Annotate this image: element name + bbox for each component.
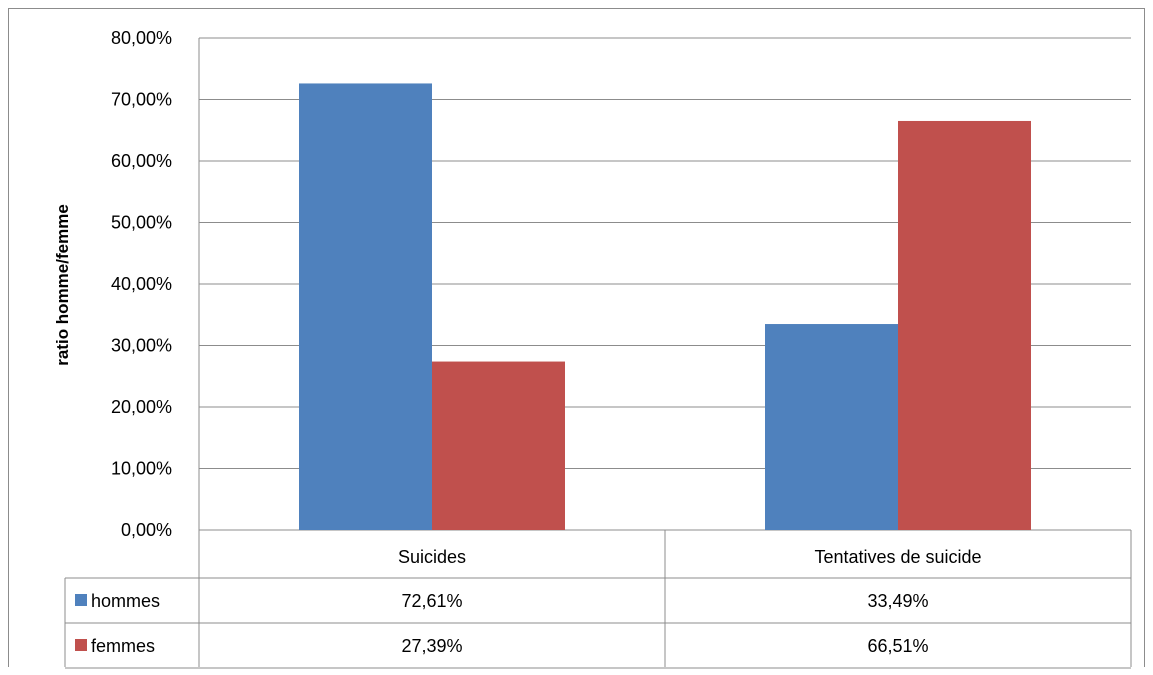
bar-hommes xyxy=(299,83,432,531)
legend-swatch-hommes xyxy=(75,594,87,606)
y-axis-tick-labels: 0,00% 10,00% 20,00% 30,00% 40,00% 50,00% 60,00… xyxy=(111,28,172,540)
y-tick-label: 50,00% xyxy=(111,213,172,233)
y-axis-label: ratio homme/femme xyxy=(53,204,72,366)
table-value: 72,61% xyxy=(401,591,462,611)
table-value: 33,49% xyxy=(867,591,928,611)
y-tick-label: 10,00% xyxy=(111,459,172,479)
y-tick-label: 40,00% xyxy=(111,274,172,294)
bars xyxy=(299,83,1031,531)
table-value: 66,51% xyxy=(867,636,928,656)
y-tick-label: 20,00% xyxy=(111,397,172,417)
bar-hommes xyxy=(765,324,898,530)
y-tick-label: 80,00% xyxy=(111,28,172,48)
y-tick-label: 70,00% xyxy=(111,90,172,110)
table-value: 27,39% xyxy=(401,636,462,656)
category-label: Suicides xyxy=(398,547,466,567)
data-table: Suicides Tentatives de suicide hommes 72,61… xyxy=(64,530,1132,669)
bar-femmes xyxy=(898,120,1031,530)
y-tick-label: 0,00% xyxy=(121,520,172,540)
category-label: Tentatives de suicide xyxy=(814,547,981,567)
y-tick-label: 60,00% xyxy=(111,151,172,171)
legend-label-femmes: femmes xyxy=(91,636,155,656)
chart-frame xyxy=(8,8,1145,667)
y-tick-label: 30,00% xyxy=(111,336,172,356)
legend-swatch-femmes xyxy=(75,639,87,651)
legend-label-hommes: hommes xyxy=(91,591,160,611)
bar-femmes xyxy=(432,361,565,530)
